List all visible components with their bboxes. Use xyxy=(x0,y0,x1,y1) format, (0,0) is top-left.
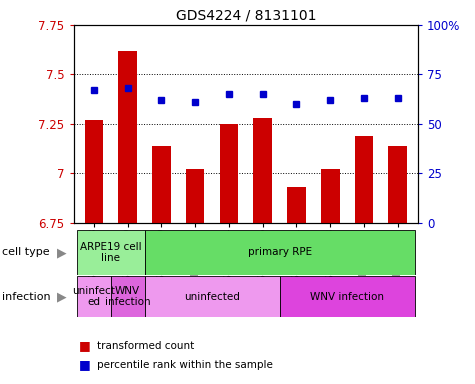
Bar xyxy=(321,169,340,223)
Bar xyxy=(253,118,272,223)
Bar xyxy=(355,136,373,223)
Bar xyxy=(118,51,137,223)
Text: ▶: ▶ xyxy=(57,290,67,303)
Bar xyxy=(85,120,103,223)
Text: WNV
infection: WNV infection xyxy=(105,286,151,308)
Text: ■: ■ xyxy=(78,358,90,371)
Text: uninfect
ed: uninfect ed xyxy=(73,286,115,308)
Text: uninfected: uninfected xyxy=(184,291,240,302)
Bar xyxy=(77,276,111,317)
Text: cell type: cell type xyxy=(2,247,50,258)
Bar xyxy=(144,276,280,317)
Bar xyxy=(111,276,144,317)
Bar xyxy=(389,146,407,223)
Text: WNV infection: WNV infection xyxy=(310,291,384,302)
Text: primary RPE: primary RPE xyxy=(247,247,312,258)
Bar xyxy=(219,124,238,223)
Bar xyxy=(287,187,306,223)
Bar xyxy=(152,146,171,223)
Bar xyxy=(144,230,415,275)
Text: percentile rank within the sample: percentile rank within the sample xyxy=(97,360,273,370)
Text: transformed count: transformed count xyxy=(97,341,195,351)
Bar xyxy=(186,169,204,223)
Bar xyxy=(77,230,144,275)
Title: GDS4224 / 8131101: GDS4224 / 8131101 xyxy=(176,8,316,22)
Bar xyxy=(280,276,415,317)
Text: ▶: ▶ xyxy=(57,246,67,259)
Text: infection: infection xyxy=(2,291,51,302)
Text: ARPE19 cell
line: ARPE19 cell line xyxy=(80,242,142,263)
Text: ■: ■ xyxy=(78,339,90,352)
